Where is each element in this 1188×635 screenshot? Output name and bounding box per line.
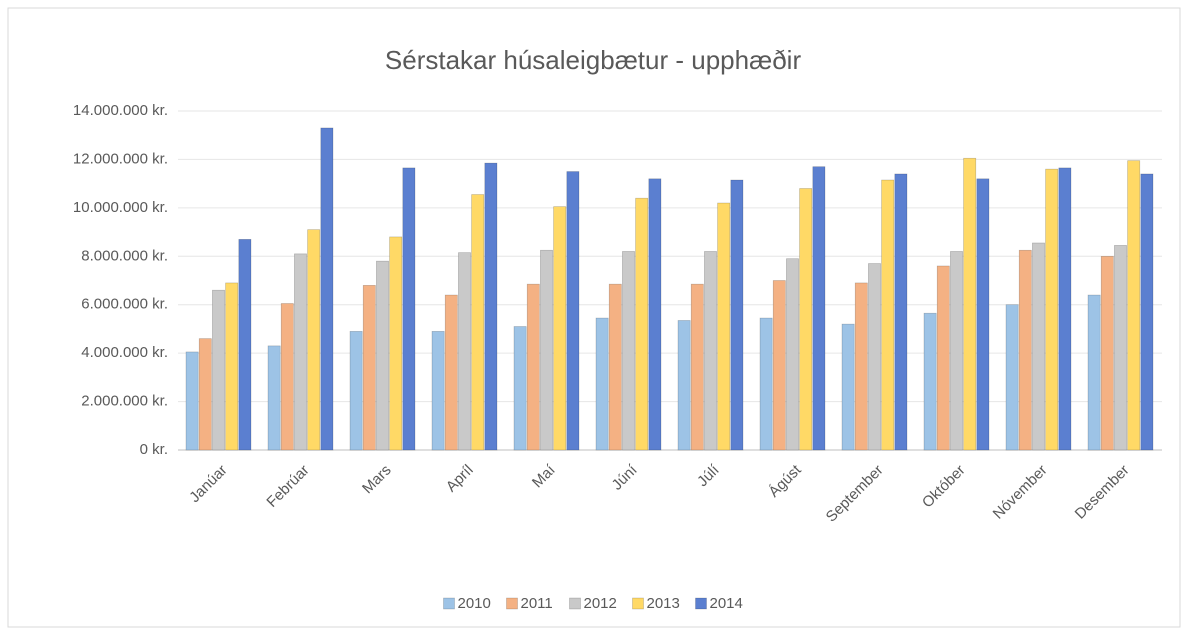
bar: [471, 194, 485, 451]
bar: [526, 283, 540, 451]
legend-label: 2011: [521, 595, 553, 612]
bar: [1045, 168, 1059, 451]
bar: [513, 326, 527, 451]
bar: [1114, 245, 1127, 451]
y-tick-label: 0 kr.: [140, 441, 168, 458]
bar: [198, 338, 212, 451]
bar: [595, 317, 609, 451]
bar: [936, 265, 950, 451]
legend-label: 2010: [458, 595, 491, 612]
bar: [963, 157, 977, 451]
bar: [868, 263, 881, 451]
bar: [759, 317, 773, 451]
bar: [320, 127, 334, 451]
bar: [854, 282, 868, 451]
bar: [881, 179, 895, 451]
bar: [185, 351, 199, 451]
y-tick-label: 2.000.000 kr.: [81, 393, 168, 410]
bar: [812, 166, 826, 451]
bar: [677, 320, 691, 451]
bar: [1058, 167, 1072, 451]
bar: [362, 285, 376, 451]
legend-swatch: [569, 597, 581, 610]
y-tick-label: 4.000.000 kr.: [81, 344, 168, 361]
chart-border: [7, 7, 1181, 628]
legend-swatch: [632, 597, 644, 610]
chart-title: Sérstakar húsaleigbætur - upphæðir: [385, 45, 802, 75]
bar: [389, 236, 403, 451]
legend-swatch: [506, 597, 518, 610]
bar: [458, 252, 471, 451]
bar: [1018, 249, 1032, 451]
bar: [894, 173, 908, 451]
y-tick-label: 8.000.000 kr.: [81, 247, 168, 264]
bar: [349, 331, 363, 451]
bar: [294, 253, 307, 451]
bar: [772, 280, 786, 451]
legend-label: 2012: [584, 595, 617, 612]
bar: [622, 251, 635, 451]
bar: [238, 239, 252, 451]
bar: [307, 229, 321, 451]
legend-label: 2014: [710, 595, 743, 612]
bar: [540, 249, 553, 451]
bar: [704, 251, 717, 451]
bar: [402, 167, 416, 451]
y-tick-label: 12.000.000 kr.: [73, 150, 168, 167]
bar: [376, 260, 389, 451]
y-tick-label: 10.000.000 kr.: [73, 199, 168, 216]
y-tick-label: 14.000.000 kr.: [73, 102, 168, 119]
bar: [566, 171, 580, 451]
bar: [1087, 294, 1101, 451]
bar: [923, 312, 937, 451]
legend-swatch: [695, 597, 707, 610]
bar: [950, 251, 963, 451]
bar: [635, 197, 649, 451]
bar: [648, 178, 662, 451]
bar: [1100, 255, 1114, 451]
bar: [608, 283, 622, 451]
bar: [1127, 160, 1141, 451]
bar: [1140, 173, 1154, 451]
bar: [280, 303, 294, 451]
bar: [1005, 304, 1019, 451]
bar: [841, 323, 855, 451]
bar: [976, 178, 990, 451]
bar: [786, 258, 799, 451]
bar: [799, 188, 813, 451]
bar: [553, 206, 567, 451]
legend-label: 2013: [647, 595, 680, 612]
bar: [484, 162, 498, 451]
bar: [1032, 242, 1045, 451]
y-tick-label: 6.000.000 kr.: [81, 296, 168, 313]
bar: [730, 179, 744, 451]
bar: [690, 283, 704, 451]
bar: [717, 202, 731, 451]
bar: [444, 294, 458, 451]
bar: [225, 282, 239, 451]
bar: [267, 345, 281, 451]
bar: [431, 331, 445, 451]
bar: [212, 289, 225, 451]
legend-swatch: [443, 597, 455, 610]
